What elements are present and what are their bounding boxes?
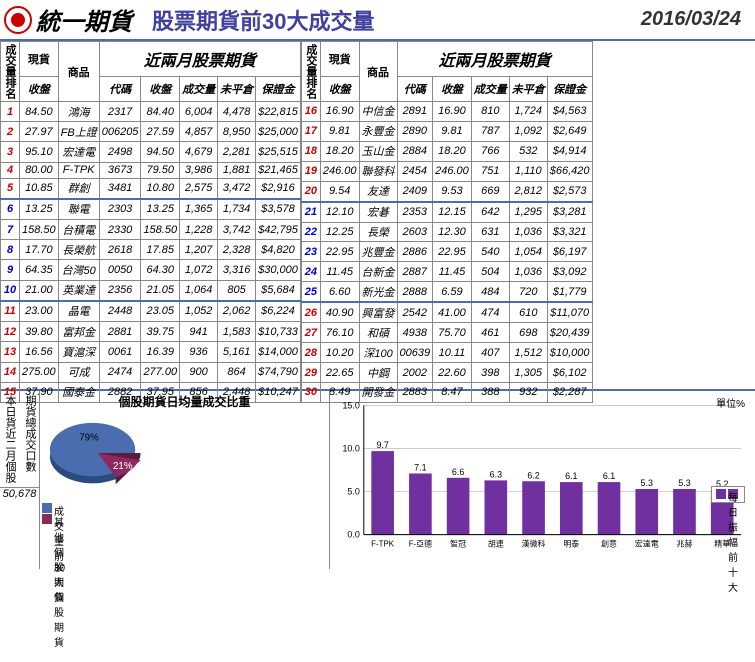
table-row: 1616.90中信金289116.908101,724$4,563: [301, 102, 592, 122]
table-row: 613.25聯電230313.251,3651,734$3,578: [1, 199, 301, 220]
total-value: 50,678: [0, 487, 39, 500]
col-oi: 未平倉: [509, 77, 547, 102]
table-row: 256.60新光金28886.59484720$1,779: [301, 282, 592, 302]
page-title: 股票期貨前30大成交量: [152, 4, 641, 36]
svg-text:6.6: 6.6: [452, 467, 464, 477]
svg-text:宏達電: 宏達電: [635, 539, 659, 549]
total-label2: 期貨總成交口數: [20, 391, 40, 487]
col-product: 商品: [359, 42, 397, 102]
svg-text:智冠: 智冠: [450, 539, 466, 549]
svg-text:0.0: 0.0: [347, 530, 359, 540]
pie-legend-item: 其他個股期貨: [54, 514, 64, 524]
pie-title: 個股期貨日均量成交比重: [42, 393, 327, 410]
table-row: 184.50鴻海231784.406,0044,478$22,815: [1, 102, 301, 122]
col-fclose: 收盤: [141, 77, 180, 102]
table-row: 2411.45台新金288711.455041,036$3,092: [301, 262, 592, 282]
pie-legend: 成交量前30大個股期貨 其他個股期貨: [42, 503, 327, 525]
svg-text:胡連: 胡連: [488, 539, 504, 549]
svg-text:6.2: 6.2: [527, 470, 539, 480]
table-row: 2776.10和碩493875.70461698$20,439: [301, 323, 592, 343]
logo-icon: [4, 6, 32, 34]
table-row: 179.81永豐金28909.817871,092$2,649: [301, 121, 592, 141]
pie-legend-item: 成交量前30大個股期貨: [54, 503, 64, 513]
pie-chart: 個股期貨日均量成交比重 79% 21% 成交量前30大個股期貨 其他個股期貨: [40, 391, 330, 569]
svg-text:兆赫: 兆赫: [677, 539, 693, 549]
col-margin: 保證金: [547, 77, 592, 102]
table-row: 1021.00英業達235621.051,064805$5,684: [1, 280, 301, 301]
svg-text:F-TPK: F-TPK: [371, 540, 395, 549]
col-oi: 未平倉: [218, 77, 256, 102]
svg-text:7.1: 7.1: [414, 463, 426, 473]
pie-svg: 79% 21%: [42, 414, 152, 494]
table-row: 2640.90興富發254241.00474610$11,070: [301, 302, 592, 322]
col-group: 近兩月股票期貨: [99, 42, 300, 77]
bar-svg: 0.0 5.0 10.0 15.0 9.7 F-TPK 7.1 F-亞德 6.6 智冠 6.3 胡連 6…: [334, 395, 751, 560]
col-close: 收盤: [320, 77, 359, 102]
table-row: 2112.10宏碁235312.156421,295$3,281: [301, 202, 592, 222]
col-spot: 現貨: [320, 42, 359, 77]
svg-text:9.7: 9.7: [376, 440, 388, 450]
report-date: 2016/03/24: [641, 8, 741, 31]
svg-text:5.3: 5.3: [678, 478, 690, 488]
svg-text:6.1: 6.1: [565, 471, 577, 481]
table-row: 2322.95兆豐金288622.955401,054$6,197: [301, 242, 592, 262]
col-code: 代碼: [397, 77, 433, 102]
table-row: 7158.50台積電2330158.501,2283,742$42,795: [1, 220, 301, 240]
svg-text:15.0: 15.0: [342, 400, 359, 410]
col-vol: 成交量: [180, 77, 218, 102]
total-box: 本日貨近二月個股 期貨總成交口數 50,678: [0, 391, 40, 569]
bar-legend-label: 每日振幅前十大: [728, 489, 738, 499]
table-row: 1123.00晶電244823.051,0522,062$6,224: [1, 301, 301, 322]
svg-text:創意: 創意: [601, 539, 617, 549]
table-row: 14275.00可成2474277.00900864$74,790: [1, 362, 301, 382]
table-left: 成交量排名 現貨 商品 近兩月股票期貨 收盤 代碼 收盤 成交量 未平倉 保證金…: [0, 41, 301, 403]
table-row: 1818.20玉山金288418.20766532$4,914: [301, 141, 592, 161]
col-fclose: 收盤: [433, 77, 472, 102]
table-right: 成交量排名 現貨 商品 近兩月股票期貨 收盤 代碼 收盤 成交量 未平倉 保證金…: [301, 41, 593, 403]
svg-text:79%: 79%: [79, 433, 99, 444]
table-row: 964.35台灣50005064.301,0723,316$30,000: [1, 260, 301, 280]
bar-unit: 單位%: [716, 395, 745, 410]
table-row: 817.70長榮航261817.851,2072,328$4,820: [1, 240, 301, 260]
total-label1: 本日貨近二月個股: [0, 391, 20, 487]
table-row: 2212.25長榮260312.306311,036$3,321: [301, 222, 592, 242]
table-row: 510.85群創348110.802,5753,472$2,916: [1, 178, 301, 199]
bottom-panel: 本日貨近二月個股 期貨總成交口數 50,678 個股期貨日均量成交比重 79% …: [0, 389, 755, 569]
col-rank: 成交量排名: [1, 42, 20, 102]
table-row: 227.97FB上證00620527.594,8578,950$25,000: [1, 122, 301, 142]
col-rank: 成交量排名: [301, 42, 320, 102]
col-group: 近兩月股票期貨: [397, 42, 592, 77]
bar-legend: 每日振幅前十大: [711, 486, 745, 503]
col-code: 代碼: [99, 77, 141, 102]
svg-text:5.3: 5.3: [641, 478, 653, 488]
data-tables: 成交量排名 現貨 商品 近兩月股票期貨 收盤 代碼 收盤 成交量 未平倉 保證金…: [0, 41, 755, 389]
table-row: 1239.80富邦金288139.759411,583$10,733: [1, 322, 301, 342]
svg-text:F-亞德: F-亞德: [409, 539, 432, 549]
svg-text:明泰: 明泰: [563, 539, 579, 549]
brand-name: 統一期貨: [36, 2, 132, 37]
col-close: 收盤: [20, 77, 59, 102]
svg-text:10.0: 10.0: [342, 444, 359, 454]
svg-text:6.1: 6.1: [603, 471, 615, 481]
table-row: 395.10宏達電249894.504,6792,281$25,515: [1, 142, 301, 162]
svg-text:5.0: 5.0: [347, 487, 359, 497]
table-row: 1316.56寶滬深006116.399365,161$14,000: [1, 342, 301, 362]
table-row: 480.00F-TPK367379.503,9861,881$21,465: [1, 162, 301, 178]
col-spot: 現貨: [20, 42, 59, 77]
bar-chart: 單位% 0.0 5.0 10.0 15.0 9.7 F-TPK 7.1 F-亞德 6.6 智冠 6.…: [330, 391, 755, 569]
col-vol: 成交量: [471, 77, 509, 102]
table-row: 19246.00聯發科2454246.007511,110$66,420: [301, 161, 592, 181]
table-row: 2810.20深1000063910.114071,512$10,000: [301, 343, 592, 363]
table-row: 209.54友達24099.536692,812$2,573: [301, 181, 592, 201]
svg-text:漢微科: 漢微科: [522, 539, 546, 549]
header: 統一期貨 股票期貨前30大成交量 2016/03/24: [0, 0, 755, 41]
svg-text:21%: 21%: [113, 461, 133, 472]
svg-text:6.3: 6.3: [490, 469, 502, 479]
table-row: 2922.65中鋼200222.603981,305$6,102: [301, 363, 592, 383]
col-margin: 保證金: [256, 77, 301, 102]
col-product: 商品: [58, 42, 99, 102]
